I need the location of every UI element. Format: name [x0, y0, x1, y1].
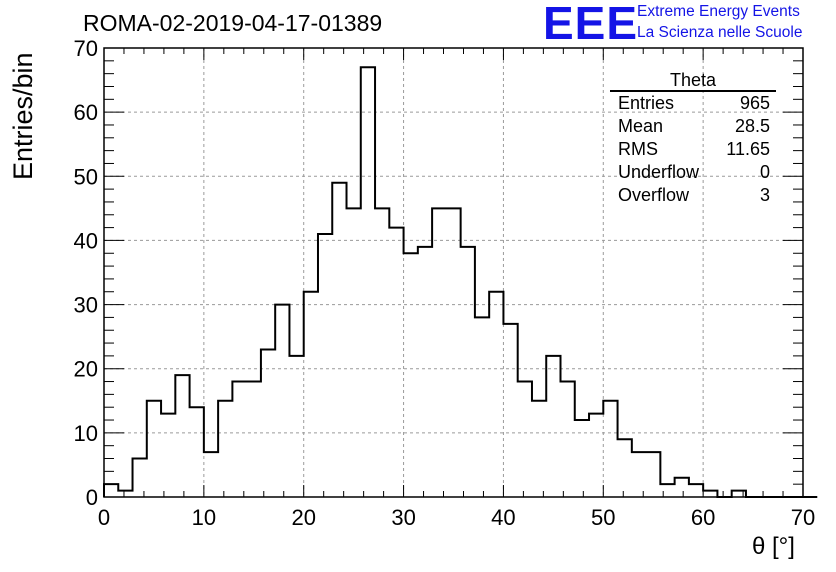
y-tick-label: 0	[86, 485, 98, 510]
stats-row: Overflow 3	[610, 184, 776, 207]
stats-title: Theta	[610, 70, 776, 92]
stats-label: Mean	[618, 116, 664, 136]
y-axis-label-wrap: Entries/bin	[8, 52, 38, 190]
stats-label: Overflow	[618, 185, 690, 205]
y-tick-label: 70	[74, 36, 98, 61]
stats-label: Underflow	[618, 162, 700, 182]
x-tick-label: 40	[491, 505, 515, 530]
x-tick-label: 20	[291, 505, 315, 530]
x-axis-label: θ [°]	[752, 533, 795, 560]
y-tick-label: 30	[74, 293, 98, 318]
stats-value: 0	[759, 162, 770, 182]
plot-frame	[103, 47, 804, 498]
x-tick-label: 70	[791, 505, 815, 530]
stats-value: 3	[759, 185, 770, 205]
stats-label: RMS	[618, 139, 658, 159]
stats-row: RMS 11.65	[610, 138, 776, 161]
y-tick-label: 50	[74, 164, 98, 189]
logo-line-1: Extreme Energy Events	[637, 3, 800, 20]
y-tick-label: 60	[74, 100, 98, 125]
stats-value: 28.5	[734, 116, 770, 136]
stats-box: Theta Entries 965 Mean 28.5 RMS 11.65 Un…	[610, 70, 776, 207]
stats-value: 11.65	[726, 139, 770, 159]
x-tick-label: 0	[98, 505, 110, 530]
stats-row: Entries 965	[610, 92, 776, 115]
x-tick-label: 60	[691, 505, 715, 530]
x-tick-label: 50	[591, 505, 615, 530]
y-tick-label: 40	[74, 228, 98, 253]
y-axis-label: Entries/bin	[8, 52, 38, 180]
stats-row: Underflow 0	[610, 161, 776, 184]
x-tick-label: 30	[391, 505, 415, 530]
y-tick-label: 10	[74, 421, 98, 446]
x-tick-label: 10	[192, 505, 216, 530]
y-tick-label: 20	[74, 357, 98, 382]
histogram-series	[103, 66, 818, 498]
stats-value: 965	[739, 93, 770, 113]
logo-line-2: La Scienza nelle Scuole	[637, 24, 803, 41]
plot-title: ROMA-02-2019-04-17-01389	[83, 10, 383, 36]
stats-label: Entries	[618, 93, 675, 113]
eee-logo-mark: EEE	[543, 0, 639, 49]
stats-row: Mean 28.5	[610, 115, 776, 138]
